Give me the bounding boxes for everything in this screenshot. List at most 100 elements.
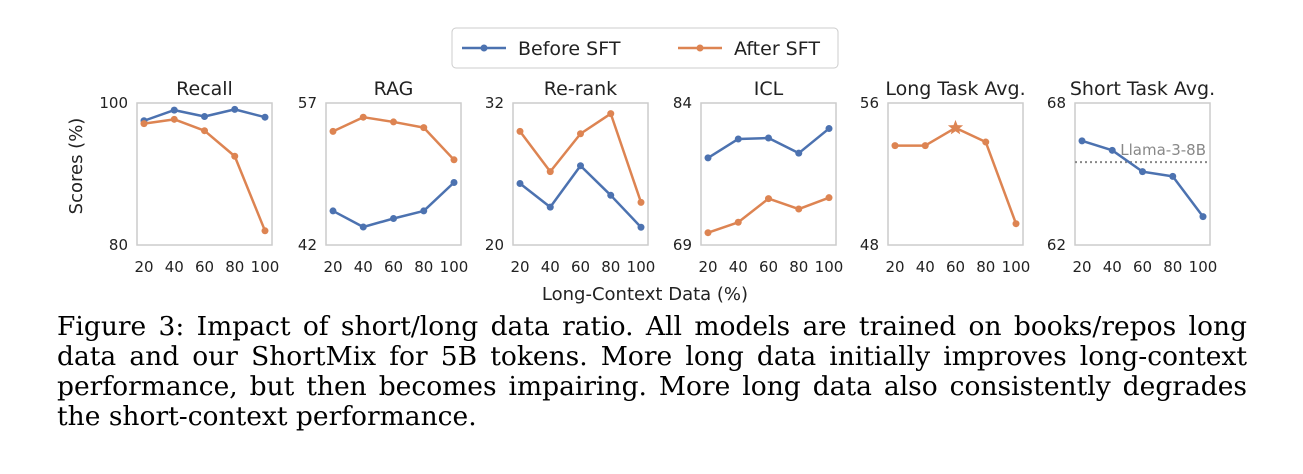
y-tick-label: 80 — [109, 236, 128, 254]
x-tick-label: 100 — [1002, 258, 1031, 276]
x-tick-label: 20 — [698, 258, 717, 276]
data-point-before — [637, 223, 645, 231]
data-point-before — [201, 112, 208, 120]
x-tick-label: 20 — [134, 258, 153, 276]
data-point-before — [1169, 172, 1177, 180]
data-point-before — [1139, 168, 1146, 176]
data-point-before — [231, 105, 239, 113]
x-tick-label: 40 — [541, 258, 560, 276]
x-tick-label: 40 — [1103, 258, 1122, 276]
y-tick-label: 68 — [1047, 94, 1066, 112]
x-tick-label: 60 — [384, 258, 403, 276]
data-point-after — [637, 198, 645, 206]
data-point-after — [359, 113, 367, 121]
data-point-before — [546, 203, 554, 211]
x-tick-label: 60 — [1133, 258, 1152, 276]
y-axis-label: Scores (%) — [66, 118, 87, 215]
data-point-after — [140, 120, 148, 128]
data-point-after — [201, 127, 208, 135]
figure-caption: Figure 3: Impact of short/long data rati… — [57, 311, 1247, 432]
data-point-after — [921, 142, 929, 150]
x-tick-label: 100 — [815, 258, 844, 276]
data-point-after — [420, 124, 428, 132]
panel-title: Long Task Avg. — [885, 78, 1025, 100]
data-point-before — [734, 135, 742, 143]
data-point-before — [795, 149, 803, 157]
panel-frame — [887, 102, 1024, 246]
data-point-after — [1012, 220, 1020, 228]
series-line-after — [895, 126, 1018, 225]
series-line-before — [519, 164, 642, 229]
panel-long-task-avg: Long Task Avg. 48 56 20 40 60 80 100 — [860, 78, 1030, 276]
star-marker — [947, 119, 964, 135]
data-point-after — [825, 194, 833, 202]
x-tick-label: 20 — [1072, 258, 1091, 276]
data-point-before — [765, 134, 772, 142]
y-tick-label: 84 — [673, 94, 692, 112]
data-point-before — [359, 223, 367, 231]
x-tick-label: 100 — [1189, 258, 1218, 276]
series-line-before — [707, 127, 830, 159]
y-tick-label: 48 — [860, 236, 879, 254]
data-point-before — [825, 125, 833, 133]
data-point-before — [261, 113, 269, 121]
series-line-after — [707, 196, 830, 234]
data-point-after — [577, 130, 584, 138]
data-point-before — [420, 207, 428, 215]
reference-label: Llama-3-8B — [1120, 141, 1206, 159]
data-point-after — [765, 195, 772, 203]
data-point-before — [516, 179, 524, 187]
data-point-after — [390, 118, 397, 126]
panel-frame — [700, 102, 837, 246]
legend-label: After SFT — [734, 38, 820, 60]
data-point-before — [577, 162, 584, 170]
data-point-after — [734, 218, 742, 226]
x-tick-label: 40 — [165, 258, 184, 276]
y-tick-label: 42 — [298, 236, 317, 254]
data-point-after — [607, 110, 615, 118]
panel-re-rank: Re-rank 20 32 20 40 60 80 100 — [485, 78, 655, 276]
x-axis-label: Long-Context Data (%) — [542, 284, 748, 305]
data-point-after — [170, 115, 178, 123]
series-line-after — [143, 118, 267, 232]
x-tick-label: 80 — [414, 258, 433, 276]
x-tick-label: 100 — [251, 258, 280, 276]
panel-frame — [1074, 102, 1211, 246]
data-point-before — [390, 214, 397, 222]
x-tick-label: 60 — [946, 258, 965, 276]
legend-frame — [451, 27, 839, 69]
x-tick-label: 20 — [885, 258, 904, 276]
x-tick-label: 60 — [571, 258, 590, 276]
x-tick-label: 40 — [729, 258, 748, 276]
panel-title: Short Task Avg. — [1070, 78, 1215, 100]
data-point-before — [704, 154, 712, 162]
x-tick-label: 20 — [510, 258, 529, 276]
data-point-after — [261, 227, 269, 235]
data-point-before — [1108, 146, 1116, 154]
data-point-after — [891, 142, 899, 150]
panel-icl: ICL 69 84 20 40 60 80 100 — [673, 78, 843, 276]
x-tick-label: 100 — [627, 258, 656, 276]
x-tick-label: 80 — [601, 258, 620, 276]
y-tick-label: 100 — [99, 94, 128, 112]
x-tick-label: 80 — [225, 258, 244, 276]
panel-title: Re-rank — [544, 78, 617, 100]
x-tick-label: 20 — [323, 258, 342, 276]
x-tick-label: 60 — [195, 258, 214, 276]
data-point-after — [231, 152, 239, 160]
legend-marker-before — [480, 44, 488, 52]
panel-title: Recall — [176, 78, 233, 100]
figure-chart-grid: Before SFT After SFT Recall 80 100 20 40 60 80 1… — [66, 27, 1218, 305]
data-point-before — [450, 179, 458, 187]
data-point-after — [982, 138, 990, 146]
y-tick-label: 57 — [298, 94, 317, 112]
x-tick-label: 80 — [976, 258, 995, 276]
panel-title: ICL — [754, 78, 784, 100]
data-point-before — [1199, 213, 1207, 221]
data-point-after — [450, 156, 458, 164]
data-point-after — [546, 168, 554, 176]
y-tick-label: 62 — [1047, 236, 1066, 254]
legend-label: Before SFT — [518, 38, 621, 60]
x-tick-label: 100 — [440, 258, 469, 276]
panel-frame — [512, 102, 649, 246]
